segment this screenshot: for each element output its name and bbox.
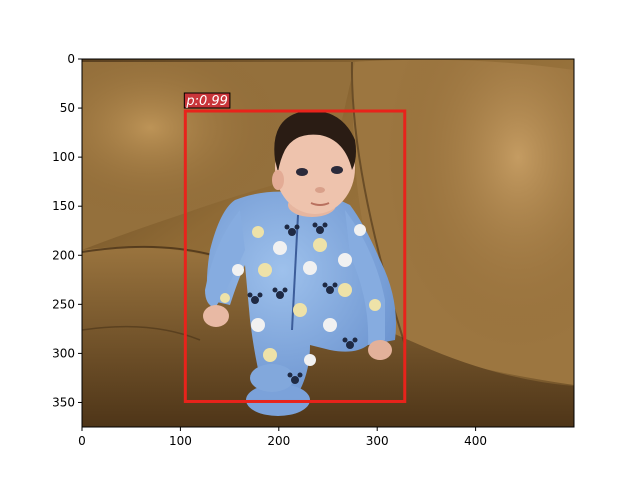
detection-box: [183, 109, 407, 403]
axes-frame: [81, 58, 575, 428]
y-tick-label: 100: [52, 150, 75, 164]
x-tick-label: 0: [78, 434, 86, 448]
y-tick-label: 150: [52, 199, 75, 213]
y-axis: 0 50 100 150 200 250 300 350: [52, 52, 82, 409]
x-tick-label: 100: [169, 434, 192, 448]
x-tick-label: 300: [366, 434, 389, 448]
baby: [203, 110, 396, 416]
x-tick-label: 200: [267, 434, 290, 448]
y-tick-label: 200: [52, 248, 75, 262]
detection-label-background: [183, 92, 231, 109]
detection-label: p:0.99: [185, 94, 228, 109]
y-tick-label: 350: [52, 395, 75, 409]
x-axis: 0 100 200 300 400: [78, 427, 487, 448]
y-tick-label: 0: [67, 52, 75, 66]
y-tick-label: 50: [60, 101, 75, 115]
baby-photo: [82, 59, 574, 427]
y-tick-label: 250: [52, 297, 75, 311]
x-tick-label: 400: [464, 434, 487, 448]
y-tick-label: 300: [52, 346, 75, 360]
